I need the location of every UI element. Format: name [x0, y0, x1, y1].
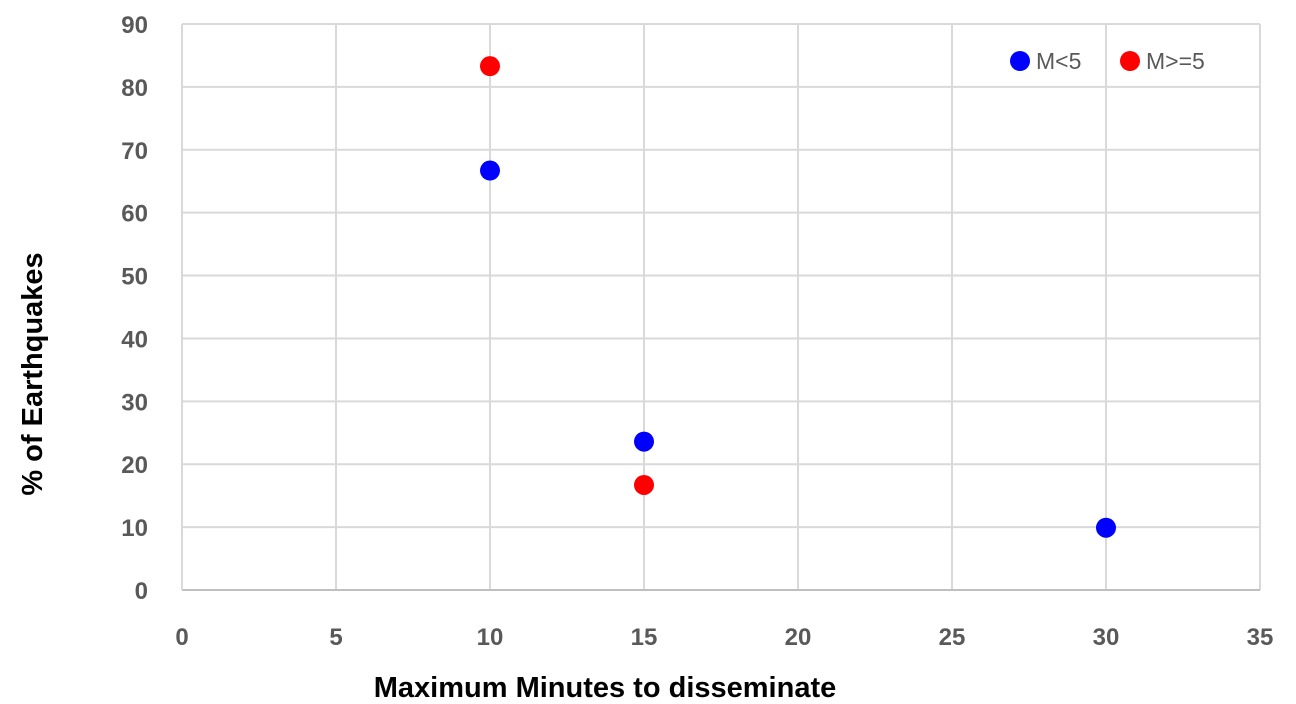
x-tick-label: 35 — [1247, 624, 1274, 651]
y-tick-label: 0 — [135, 578, 148, 605]
data-point-series-2 — [634, 474, 654, 495]
data-point-series-1 — [480, 160, 500, 181]
y-tick-label: 60 — [121, 201, 148, 228]
x-tick-label: 25 — [939, 624, 966, 651]
axes — [181, 24, 1260, 591]
data-points — [480, 56, 1116, 538]
x-tick-label: 20 — [785, 624, 812, 651]
legend: M<5 M>=5 — [1010, 48, 1205, 74]
y-axis-title: % of Earthquakes — [17, 252, 49, 495]
x-tick-label: 0 — [175, 624, 188, 651]
y-tick-label: 40 — [121, 326, 148, 353]
data-point-series-1 — [1096, 517, 1116, 538]
data-point-series-1 — [634, 431, 654, 452]
x-axis-title: Maximum Minutes to disseminate — [374, 672, 837, 704]
y-tick-label: 10 — [121, 515, 148, 542]
y-tick-label: 90 — [121, 12, 148, 39]
gridlines — [182, 23, 1261, 590]
legend-label: M>=5 — [1146, 48, 1205, 74]
legend-label: M<5 — [1036, 48, 1081, 74]
legend-marker — [1010, 51, 1030, 71]
y-tick-label: 20 — [121, 452, 148, 479]
legend-marker — [1120, 51, 1140, 71]
x-tick-label: 10 — [477, 624, 504, 651]
x-tick-label: 30 — [1093, 624, 1120, 651]
x-tick-label: 15 — [631, 624, 658, 651]
y-tick-label: 30 — [121, 389, 148, 416]
data-point-series-2 — [480, 56, 500, 77]
tick-labels: 0 10 20 30 40 50 60 70 80 90 0 5 10 15 20 25 30 35 — [121, 12, 1273, 651]
y-tick-label: 80 — [121, 75, 148, 102]
x-tick-label: 5 — [329, 624, 342, 651]
y-tick-label: 50 — [121, 264, 148, 291]
y-tick-label: 70 — [121, 138, 148, 165]
